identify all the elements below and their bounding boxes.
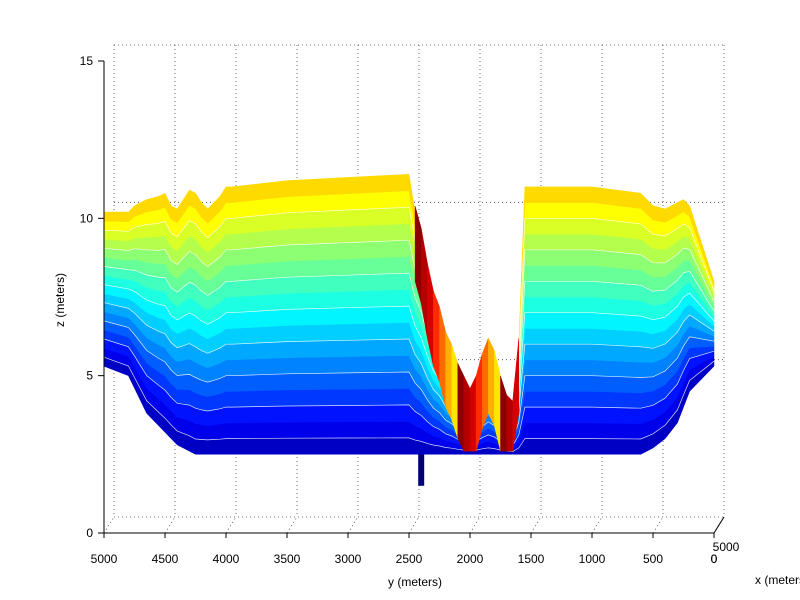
grid-line-depth: [652, 516, 664, 534]
x-axis-label: x (meters): [755, 573, 800, 587]
tick-labels: 5000 4500 4000 3500 3000 2500 2000 1500 1000 500 0…: [80, 54, 740, 566]
grid-line-depth: [164, 516, 176, 534]
contour-line: [103, 284, 715, 430]
grid-line-depth: [286, 516, 298, 534]
z-tick-label: 5: [86, 369, 93, 383]
hot-wall-band: [469, 375, 477, 452]
surface-layers: [103, 174, 715, 486]
contour-line: [103, 302, 715, 436]
hot-wall-band: [463, 375, 471, 452]
contour-line: [103, 356, 715, 452]
y-tick-label: 0: [711, 552, 718, 566]
z-axis-label: z (meters): [53, 273, 67, 327]
y-tick-label: 1500: [518, 552, 545, 566]
hot-wall-band: [433, 290, 440, 383]
spike-bar: [418, 454, 425, 486]
hot-wall-band: [445, 331, 452, 420]
hot-wall-band: [506, 394, 513, 452]
grid-line-depth: [408, 516, 420, 534]
grid-line-depth: [591, 516, 603, 534]
z-tick-label: 10: [80, 211, 94, 225]
grid-line-depth: [225, 516, 237, 534]
hot-wall-band: [481, 338, 489, 430]
x-axis-line: [713, 516, 725, 534]
y-tick-label: 1000: [579, 552, 606, 566]
y-tick-label: 4500: [152, 552, 179, 566]
axes: [98, 60, 725, 538]
z-tick-label: 15: [80, 54, 94, 68]
hot-wall-band: [488, 338, 495, 427]
hot-wall-band: [500, 375, 507, 452]
contour-line: [103, 338, 715, 447]
y-tick-label: 2500: [396, 552, 423, 566]
hot-wall-band: [512, 338, 520, 452]
grid-line-depth: [347, 516, 359, 534]
grid-line-depth: [469, 516, 481, 534]
hot-wall-band: [457, 363, 465, 452]
z-tick-label: 0: [86, 526, 93, 540]
x-tick-label: 5000: [713, 540, 740, 554]
x-tick-label: 0: [711, 552, 718, 566]
contour-line: [103, 320, 715, 441]
y-tick-label: 500: [643, 552, 663, 566]
y-axis-label: y (meters): [388, 575, 442, 589]
y-tick-label: 3000: [335, 552, 362, 566]
y-tick-label: 2000: [457, 552, 484, 566]
grid-line-depth: [103, 516, 115, 534]
y-tick-label: 5000: [91, 552, 118, 566]
surface-band: [103, 174, 715, 411]
grid-line-depth: [530, 516, 542, 534]
y-tick-label: 3500: [274, 552, 301, 566]
y-tick-label: 4000: [213, 552, 240, 566]
